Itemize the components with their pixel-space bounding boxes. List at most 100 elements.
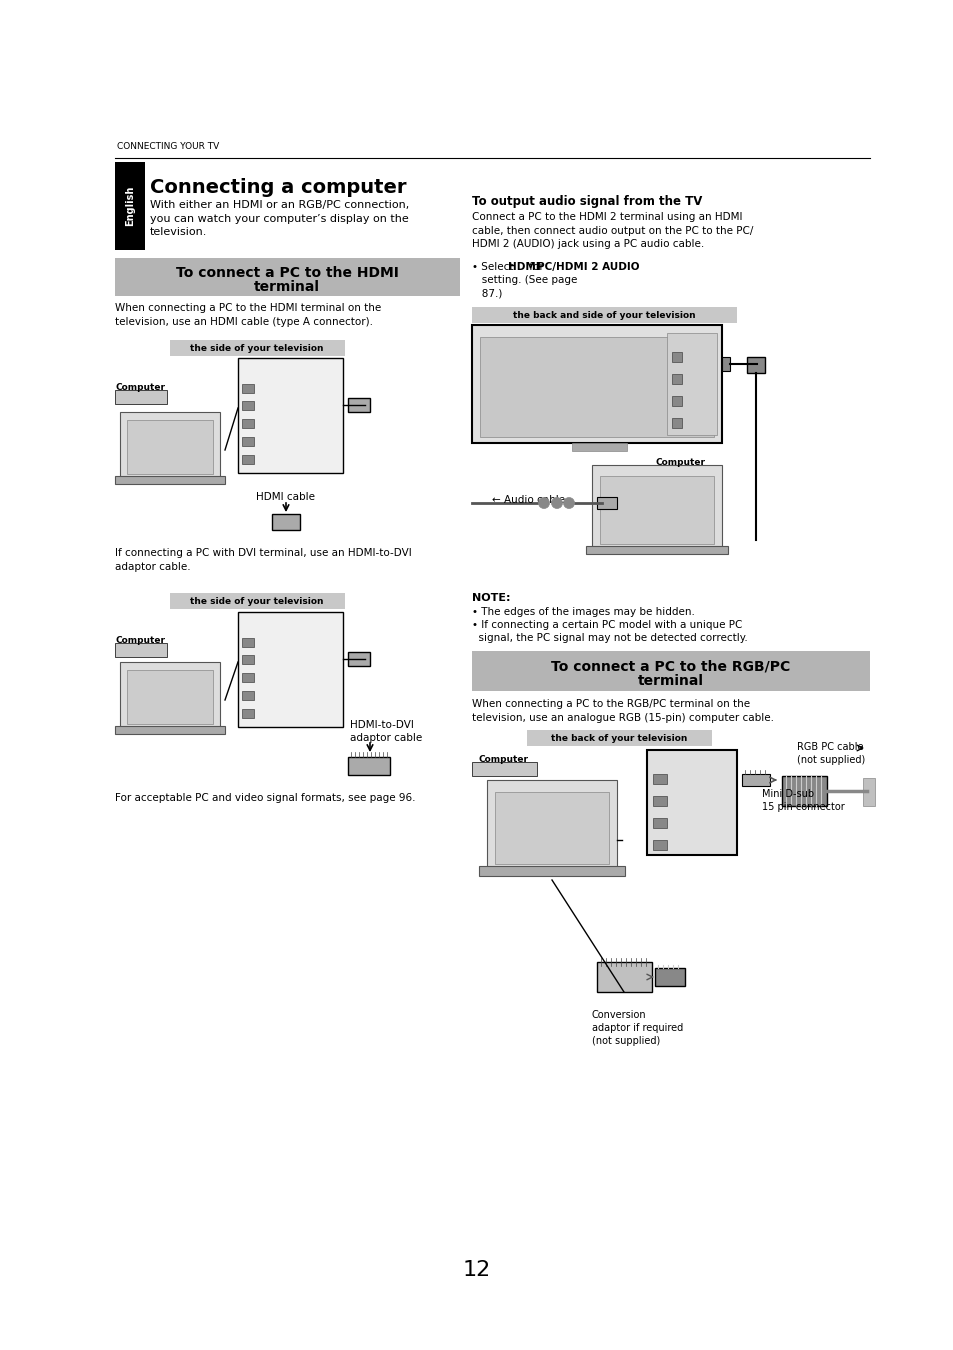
Bar <box>646 464 714 479</box>
Text: • Select: • Select <box>472 262 517 271</box>
Text: • If connecting a certain PC model with a unique PC
  signal, the PC signal may : • If connecting a certain PC model with … <box>472 620 747 643</box>
Bar <box>242 383 253 393</box>
Bar <box>472 761 537 776</box>
Bar <box>486 780 617 869</box>
Text: terminal: terminal <box>638 674 703 688</box>
Bar <box>526 730 711 747</box>
Text: Computer: Computer <box>116 636 166 645</box>
Text: English: English <box>125 186 135 227</box>
Bar <box>115 258 459 296</box>
Text: the side of your television: the side of your television <box>190 597 323 606</box>
Text: HDMI cable: HDMI cable <box>256 491 315 502</box>
Bar <box>671 396 681 406</box>
Bar <box>242 455 253 464</box>
Bar <box>242 655 253 664</box>
Text: for: for <box>525 262 546 271</box>
Text: the back and side of your television: the back and side of your television <box>512 310 695 320</box>
Bar <box>242 691 253 701</box>
Bar <box>592 464 721 549</box>
Bar <box>237 612 343 728</box>
Text: Connecting a computer: Connecting a computer <box>150 178 406 197</box>
Bar <box>272 514 299 531</box>
Bar <box>115 643 167 657</box>
Text: the side of your television: the side of your television <box>190 344 323 352</box>
Bar <box>478 865 624 876</box>
Text: For acceptable PC and video signal formats, see page 96.: For acceptable PC and video signal forma… <box>115 792 416 803</box>
Text: the back of your television: the back of your television <box>550 734 686 743</box>
Bar <box>127 420 213 474</box>
Bar <box>170 340 345 356</box>
Bar <box>781 776 826 806</box>
Bar <box>242 639 253 647</box>
Bar <box>242 418 253 428</box>
Text: Connect a PC to the HDMI 2 terminal using an HDMI
cable, then connect audio outp: Connect a PC to the HDMI 2 terminal usin… <box>472 212 753 250</box>
Bar <box>585 545 727 554</box>
Bar <box>655 968 684 986</box>
Text: NOTE:: NOTE: <box>472 593 510 603</box>
Bar <box>666 333 717 435</box>
Bar <box>348 652 370 666</box>
Bar <box>495 792 608 864</box>
Bar <box>652 818 666 828</box>
Bar <box>472 325 721 443</box>
Text: ← Audio cable: ← Audio cable <box>492 495 564 505</box>
Text: When connecting a PC to the RGB/PC terminal on the
television, use an analogue R: When connecting a PC to the RGB/PC termi… <box>472 699 773 722</box>
Text: Computer: Computer <box>116 383 166 392</box>
Bar <box>472 651 869 691</box>
Bar <box>597 963 651 992</box>
Bar <box>115 162 145 250</box>
Text: PC/HDMI 2 AUDIO: PC/HDMI 2 AUDIO <box>537 262 639 271</box>
Text: • The edges of the images may be hidden.: • The edges of the images may be hidden. <box>472 608 694 617</box>
Bar <box>120 412 220 481</box>
Bar <box>348 398 370 412</box>
Bar <box>599 477 713 544</box>
Text: Mini D-sub
15 pin connector: Mini D-sub 15 pin connector <box>761 788 843 811</box>
Bar <box>242 709 253 718</box>
Text: RGB PC cable
(not supplied): RGB PC cable (not supplied) <box>796 743 864 765</box>
Text: terminal: terminal <box>253 279 319 294</box>
Bar <box>652 796 666 806</box>
Text: To output audio signal from the TV: To output audio signal from the TV <box>472 194 701 208</box>
Circle shape <box>563 498 574 509</box>
Circle shape <box>537 498 549 509</box>
Text: To connect a PC to the RGB/PC: To connect a PC to the RGB/PC <box>551 660 790 674</box>
Bar <box>671 374 681 383</box>
Text: When connecting a PC to the HDMI terminal on the
television, use an HDMI cable (: When connecting a PC to the HDMI termina… <box>115 302 381 327</box>
Bar <box>242 437 253 446</box>
Bar <box>120 662 220 730</box>
Bar <box>127 670 213 724</box>
Bar <box>572 443 626 451</box>
Bar <box>862 778 874 806</box>
Bar <box>115 390 167 404</box>
Bar <box>472 306 737 323</box>
Bar <box>746 356 764 373</box>
Text: Computer: Computer <box>656 458 705 467</box>
Text: Computer: Computer <box>478 755 529 764</box>
Text: CONNECTING YOUR TV: CONNECTING YOUR TV <box>117 142 219 151</box>
Bar <box>237 358 343 472</box>
Text: setting. (See page
   87.): setting. (See page 87.) <box>472 275 577 298</box>
Bar <box>170 593 345 609</box>
Bar <box>652 840 666 850</box>
Text: 12: 12 <box>462 1260 491 1280</box>
Bar <box>652 774 666 784</box>
Text: Conversion
adaptor if required
(not supplied): Conversion adaptor if required (not supp… <box>592 1010 682 1046</box>
Bar <box>115 477 225 485</box>
Bar <box>597 497 617 509</box>
Bar <box>721 356 729 371</box>
Bar <box>646 751 737 855</box>
Text: HDMI-to-DVI
adaptor cable: HDMI-to-DVI adaptor cable <box>350 720 422 744</box>
Bar <box>671 418 681 428</box>
Bar <box>242 401 253 410</box>
Bar <box>479 338 713 437</box>
Bar <box>242 674 253 682</box>
Bar <box>115 726 225 734</box>
Bar <box>741 774 769 786</box>
Bar <box>348 757 390 775</box>
Text: HDMI: HDMI <box>507 262 539 271</box>
Text: To connect a PC to the HDMI: To connect a PC to the HDMI <box>175 266 398 279</box>
Text: If connecting a PC with DVI terminal, use an HDMI-to-DVI
adaptor cable.: If connecting a PC with DVI terminal, us… <box>115 548 412 571</box>
Text: With either an HDMI or an RGB/PC connection,
you can watch your computer’s displ: With either an HDMI or an RGB/PC connect… <box>150 200 409 238</box>
Bar <box>671 352 681 362</box>
Circle shape <box>551 498 562 509</box>
